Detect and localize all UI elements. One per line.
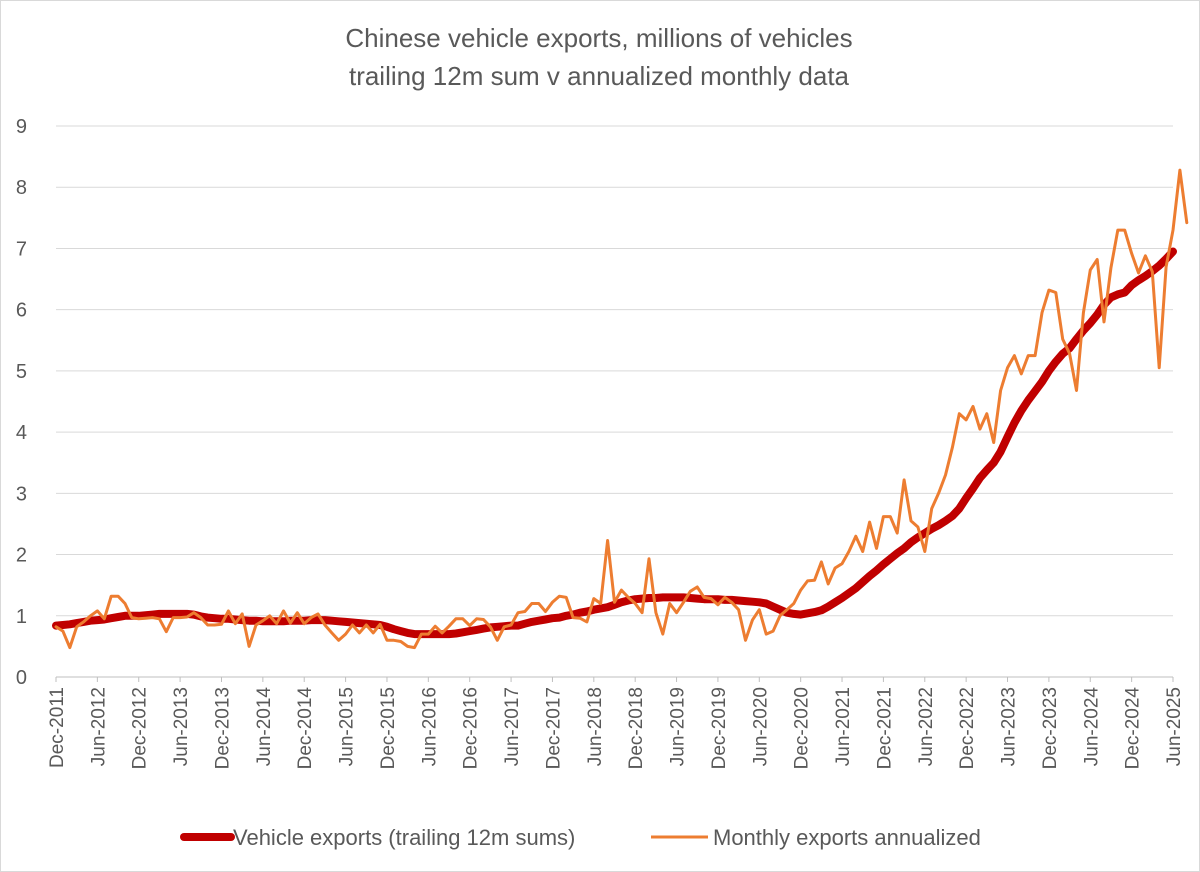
x-tick-label: Dec-2023	[1040, 687, 1061, 769]
x-tick-label: Jun-2023	[999, 687, 1020, 766]
x-tick-label: Dec-2014	[295, 687, 316, 770]
legend-label-monthly: Monthly exports annualized	[713, 825, 981, 850]
x-tick-label: Dec-2020	[792, 687, 813, 769]
chart-title: Chinese vehicle exports, millions of veh…	[345, 23, 852, 91]
legend: Vehicle exports (trailing 12m sums) Mont…	[180, 825, 981, 850]
x-tick-label: Jun-2014	[254, 687, 275, 767]
x-tick-label: Dec-2022	[957, 687, 978, 769]
x-tick-label: Dec-2011	[47, 687, 68, 768]
y-axis: 0 1 2 3 4 5 6 7 8 9	[16, 116, 27, 689]
x-tick-label: Jun-2024	[1081, 687, 1102, 767]
y-tick-label: 7	[16, 238, 27, 260]
series-line-trailing-12m	[52, 247, 1177, 639]
chart-title-line-2: trailing 12m sum v annualized monthly da…	[349, 61, 850, 91]
x-tick-label: Dec-2015	[378, 687, 399, 769]
x-tick-label: Jun-2022	[916, 687, 937, 766]
y-tick-label: 3	[16, 483, 27, 505]
x-tick-label: Jun-2018	[585, 687, 606, 766]
series-line-monthly-annualized	[54, 168, 1189, 650]
plot-series	[52, 168, 1189, 650]
x-tick-label: Jun-2012	[88, 687, 109, 766]
x-tick-label: Jun-2016	[419, 687, 440, 766]
x-tick-label: Dec-2021	[874, 687, 895, 769]
y-tick-label: 6	[16, 300, 27, 322]
x-tick-label: Jun-2021	[833, 687, 854, 766]
y-tick-label: 8	[16, 177, 27, 199]
x-tick-label: Jun-2025	[1164, 687, 1185, 766]
x-tick-label: Jun-2020	[750, 687, 771, 766]
x-tick-label: Dec-2024	[1123, 687, 1144, 770]
x-tick-label: Dec-2013	[212, 687, 233, 769]
x-tick-label: Dec-2012	[130, 687, 151, 769]
x-tick-label: Jun-2015	[337, 687, 358, 766]
y-tick-label: 9	[16, 116, 27, 138]
y-tick-label: 0	[16, 667, 27, 689]
x-tick-label: Dec-2017	[543, 687, 564, 769]
x-tick-label: Jun-2017	[502, 687, 523, 766]
legend-label-trailing: Vehicle exports (trailing 12m sums)	[233, 825, 575, 850]
y-tick-label: 2	[16, 545, 27, 567]
chart-title-line-1: Chinese vehicle exports, millions of veh…	[345, 23, 852, 53]
x-axis: Dec-2011 Jun-2012 Dec-2012 Jun-2013 Dec-2013…	[47, 677, 1185, 769]
x-tick-label: Dec-2019	[709, 687, 730, 769]
x-tick-label: Dec-2016	[461, 687, 482, 769]
y-tick-label: 1	[16, 606, 27, 628]
x-tick-label: Jun-2013	[171, 687, 192, 766]
x-tick-label: Dec-2018	[626, 687, 647, 769]
x-tick-label: Jun-2019	[668, 687, 689, 766]
y-tick-label: 5	[16, 361, 27, 383]
y-tick-label: 4	[16, 422, 27, 444]
